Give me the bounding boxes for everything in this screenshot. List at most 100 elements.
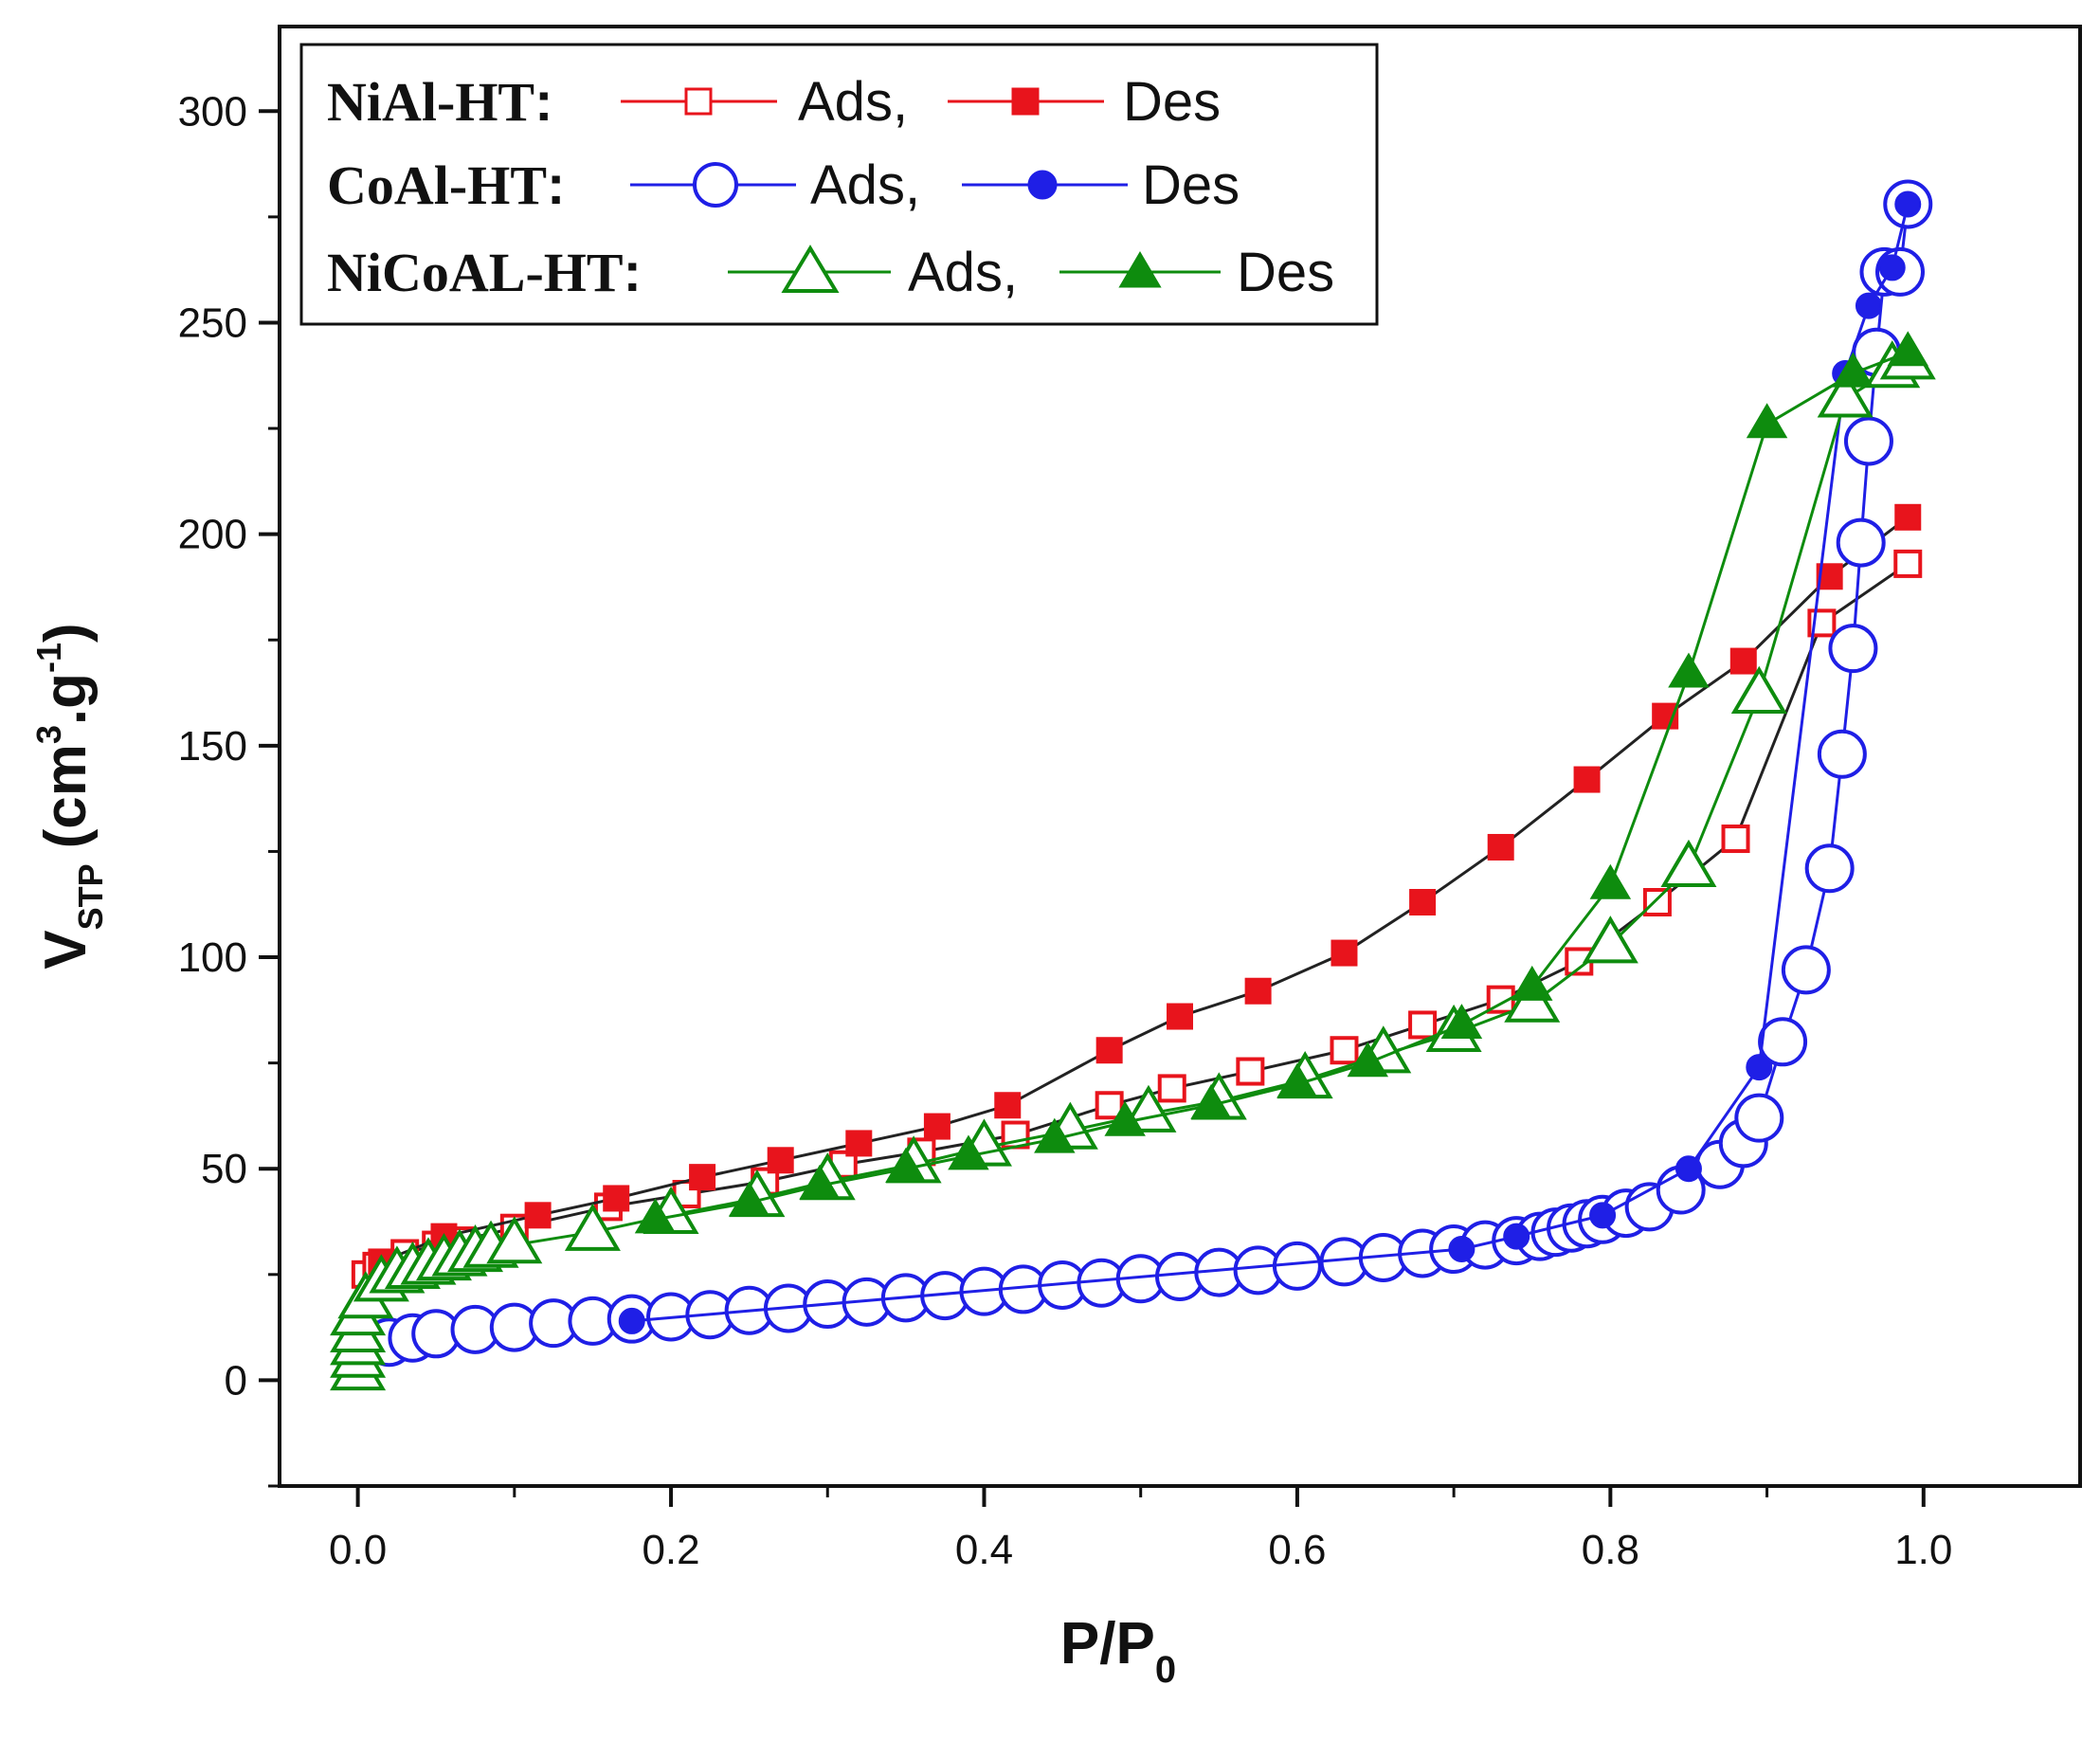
- y-tick-label: 0: [225, 1357, 247, 1404]
- x-tick-label: 0.8: [1582, 1527, 1639, 1573]
- x-axis-title: P/P0: [1060, 1611, 1176, 1691]
- data-point: [1894, 190, 1922, 218]
- data-point: [1582, 915, 1638, 964]
- data-point: [1095, 1037, 1123, 1064]
- data-point: [1817, 370, 1874, 418]
- svg-text:CoAl-HT:: CoAl-HT:: [327, 154, 565, 216]
- series-nicoal-ht-ads: [330, 332, 1936, 1391]
- data-point: [1894, 503, 1922, 531]
- data-point: [1236, 1057, 1265, 1086]
- legend-sample-nial: NiAl-HT: [327, 71, 534, 133]
- data-point: [1448, 1236, 1475, 1263]
- legend-sample-nicoal: NiCoAL-HT: [327, 242, 624, 303]
- y-tick-label: 50: [201, 1146, 247, 1192]
- data-point: [1730, 665, 1787, 714]
- data-point: [1675, 1155, 1702, 1183]
- legend-ads-nial: Ads,: [798, 71, 908, 133]
- data-point: [845, 1130, 873, 1157]
- x-tick-label: 1.0: [1894, 1527, 1952, 1573]
- legend-marker-nicoal-ads: [781, 245, 840, 293]
- data-point: [948, 1134, 989, 1170]
- legend-entry-coal: CoAl-HT: Ads, Des: [327, 154, 1240, 216]
- data-point: [1832, 352, 1874, 388]
- series-layer: [330, 179, 1936, 1391]
- data-point: [1503, 1223, 1530, 1250]
- data-point: [1828, 624, 1878, 674]
- data-point: [1095, 1091, 1124, 1120]
- data-point: [1878, 254, 1906, 281]
- series-nial-ht-des: [368, 503, 1922, 1276]
- legend-ads-nicoal: Ads,: [908, 242, 1018, 303]
- data-point: [1511, 965, 1553, 1001]
- data-point: [1487, 833, 1514, 861]
- y-tick-label: 150: [178, 723, 247, 770]
- data-point: [689, 1164, 716, 1191]
- data-point: [994, 1092, 1022, 1119]
- x-tick-label: 0.4: [955, 1527, 1013, 1573]
- data-point: [1668, 652, 1710, 688]
- svg-text:NiAl-HT:: NiAl-HT:: [327, 71, 552, 133]
- data-point: [1887, 331, 1929, 367]
- data-point: [1817, 729, 1867, 779]
- series-line: [631, 204, 1910, 1323]
- data-point: [486, 1216, 543, 1264]
- data-point: [1893, 549, 1923, 578]
- data-point: [603, 1185, 630, 1212]
- data-point: [1157, 1074, 1186, 1103]
- data-point: [1104, 1100, 1146, 1136]
- y-tick-label: 100: [178, 934, 247, 981]
- data-point: [524, 1202, 552, 1229]
- data-point: [1734, 1093, 1784, 1143]
- legend-marker-nicoal-des: [1118, 251, 1162, 288]
- x-tick-label: 0.6: [1268, 1527, 1326, 1573]
- series-line: [380, 516, 1910, 1263]
- data-point: [1843, 416, 1893, 466]
- data-point: [1746, 1054, 1773, 1081]
- axis-ticks: 0.0 0.2 0.4 0.6 0.8 1.0 0 50 100 150 200 250 300: [178, 88, 1953, 1573]
- x-tick-label: 0.0: [329, 1527, 387, 1573]
- legend-ads-coal: Ads,: [810, 154, 920, 216]
- legend: NiAl-HT: Ads, Des CoAl-HT: Ads, Des NiCo…: [299, 43, 1379, 326]
- series-line: [655, 351, 1909, 1222]
- legend-sample-coal: CoAl-HT: [327, 154, 547, 216]
- data-point: [1190, 1083, 1232, 1119]
- data-point: [1589, 863, 1632, 899]
- data-point: [1034, 1117, 1076, 1153]
- data-point: [618, 1307, 645, 1334]
- data-point: [1167, 1003, 1193, 1030]
- legend-des-nial: Des: [1123, 71, 1221, 133]
- legend-marker-coal-des: [1027, 170, 1058, 200]
- x-tick-label: 0.2: [642, 1527, 699, 1573]
- data-point: [1746, 403, 1788, 439]
- legend-marker-nial-ads: [684, 87, 713, 116]
- data-point: [634, 1198, 677, 1234]
- data-point: [1276, 1062, 1318, 1098]
- data-point: [1573, 766, 1601, 793]
- svg-text:NiCoAL-HT:: NiCoAL-HT:: [327, 242, 642, 303]
- data-point: [1855, 292, 1882, 319]
- data-point: [1331, 939, 1358, 967]
- data-point: [1652, 702, 1679, 730]
- legend-des-coal: Des: [1142, 154, 1240, 216]
- data-point: [1409, 889, 1437, 915]
- data-point: [1589, 1202, 1617, 1229]
- series-coal-ht-ads: [364, 179, 1933, 1368]
- data-point: [564, 1203, 621, 1251]
- data-point: [728, 1181, 770, 1217]
- data-point: [1721, 825, 1750, 854]
- data-point: [1330, 1036, 1359, 1065]
- data-point: [1642, 888, 1672, 916]
- data-point: [923, 1113, 950, 1140]
- legend-box: [299, 43, 1379, 326]
- data-point: [1781, 945, 1831, 995]
- data-point: [1660, 839, 1717, 887]
- legend-des-nicoal: Des: [1237, 242, 1334, 303]
- data-point: [1440, 1004, 1483, 1040]
- data-point: [1758, 1017, 1808, 1067]
- y-tick-label: 200: [178, 512, 247, 558]
- data-point: [1836, 517, 1886, 568]
- plot-frame: [278, 25, 2082, 1488]
- data-point: [1244, 977, 1272, 1005]
- series-nicoal-ht-des: [634, 331, 1929, 1234]
